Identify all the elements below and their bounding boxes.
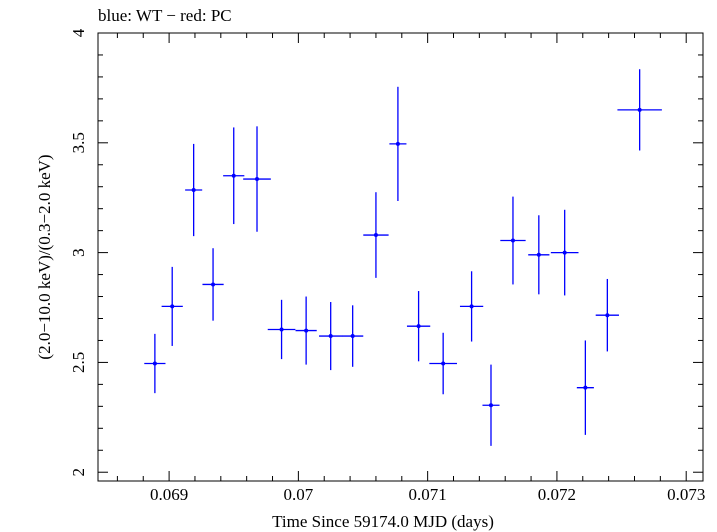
y-tick-label: 3.5: [69, 132, 88, 153]
y-tick-label: 4: [69, 28, 88, 37]
y-axis-label: (2.0−10.0 keV)/(0.3−2.0 keV): [35, 154, 54, 359]
data-marker: [441, 361, 446, 366]
data-point: [595, 278, 619, 352]
data-point: [389, 86, 407, 201]
data-marker: [536, 252, 541, 257]
plot-frame: [97, 32, 704, 482]
data-marker: [395, 141, 400, 146]
data-point: [295, 296, 317, 365]
data-marker: [304, 328, 309, 333]
data-point: [161, 266, 183, 346]
data-marker: [211, 282, 216, 287]
data-marker: [231, 173, 236, 178]
y-tick-label: 2: [69, 468, 88, 477]
x-tick-label: 0.072: [538, 485, 576, 504]
x-axis-label: Time Since 59174.0 MJD (days): [272, 512, 494, 531]
data-point: [185, 143, 203, 237]
data-point: [223, 127, 245, 225]
data-marker: [583, 385, 588, 390]
data-point: [500, 196, 526, 285]
data-marker: [469, 304, 474, 309]
data-point: [144, 333, 166, 394]
x-tick-label: 0.073: [667, 485, 705, 504]
data-point: [342, 305, 364, 367]
data-point: [576, 340, 594, 435]
data-marker: [637, 107, 642, 112]
axis-ticks: [98, 32, 703, 481]
data-marker: [488, 403, 493, 408]
data-marker: [605, 313, 610, 318]
y-tick-label: 2.5: [69, 352, 88, 373]
data-marker: [170, 304, 175, 309]
data-marker: [279, 327, 284, 332]
data-marker: [510, 238, 515, 243]
data-marker: [152, 361, 157, 366]
x-tick-label: 0.071: [409, 485, 447, 504]
data-marker: [191, 188, 196, 193]
data-point: [459, 271, 484, 342]
data-point: [429, 332, 457, 395]
data-marker: [328, 334, 333, 339]
data-point: [202, 248, 224, 321]
x-tick-label: 0.07: [283, 485, 313, 504]
data-marker: [350, 334, 355, 339]
data-point: [550, 209, 579, 296]
data-point: [319, 302, 343, 371]
data-point: [243, 126, 271, 232]
data-marker: [562, 250, 567, 255]
data-point: [406, 291, 431, 362]
data-point: [528, 215, 550, 295]
data-point: [363, 192, 389, 278]
data-marker: [255, 177, 260, 182]
data-point: [617, 69, 662, 151]
data-marker: [416, 324, 421, 329]
chart-title: blue: WT − red: PC: [98, 6, 232, 25]
axis-tick-labels: 0.069 0.07 0.071 0.072 0.073 2 2.5 3 3.5 4: [69, 28, 705, 504]
data-point: [267, 299, 296, 360]
y-tick-label: 3: [69, 248, 88, 257]
data-points: [144, 69, 662, 446]
data-marker: [373, 233, 378, 238]
x-tick-label: 0.069: [150, 485, 188, 504]
data-point: [482, 364, 500, 446]
